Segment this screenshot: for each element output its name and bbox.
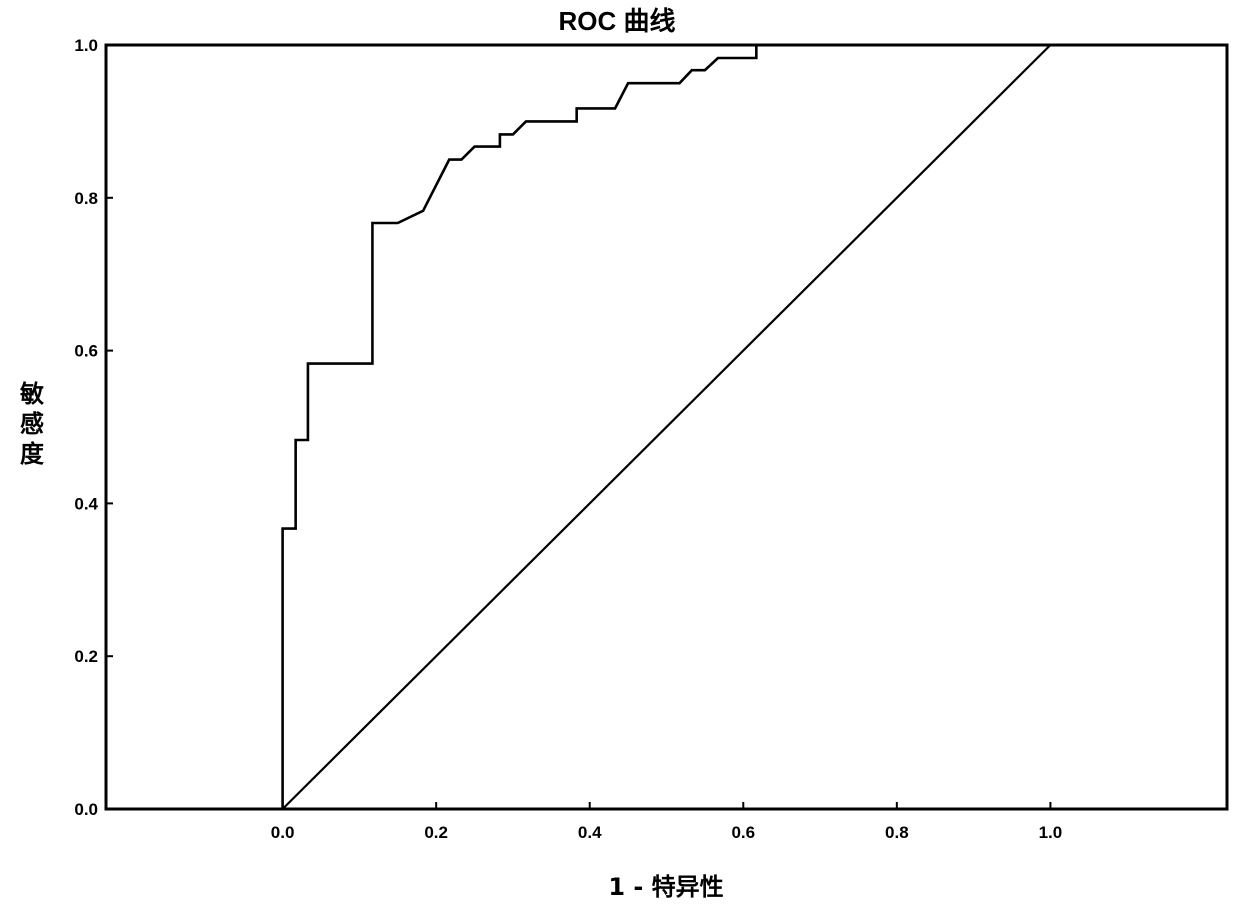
x-tick-label: 0.8: [885, 823, 909, 842]
x-tick-label: 1.0: [1039, 823, 1063, 842]
x-tick-label: 0.2: [424, 823, 448, 842]
x-tick-label: 0.0: [271, 823, 295, 842]
roc-curve: [283, 45, 757, 809]
series-layer: [283, 45, 1051, 809]
y-tick-label: 0.0: [74, 800, 98, 819]
reference-diagonal: [283, 45, 1051, 809]
x-tick-label: 0.6: [731, 823, 755, 842]
y-tick-label: 1.0: [74, 36, 98, 55]
y-axis-label: 敏感度: [19, 380, 45, 468]
y-tick-label: 0.4: [74, 494, 98, 513]
x-axis-label: 1 - 特异性: [608, 873, 723, 901]
x-tick-label: 0.4: [578, 823, 602, 842]
y-tick-label: 0.6: [74, 342, 98, 361]
y-tick-label: 0.2: [74, 647, 98, 666]
chart-title: ROC 曲线: [558, 6, 675, 36]
y-tick-label: 0.8: [74, 189, 98, 208]
